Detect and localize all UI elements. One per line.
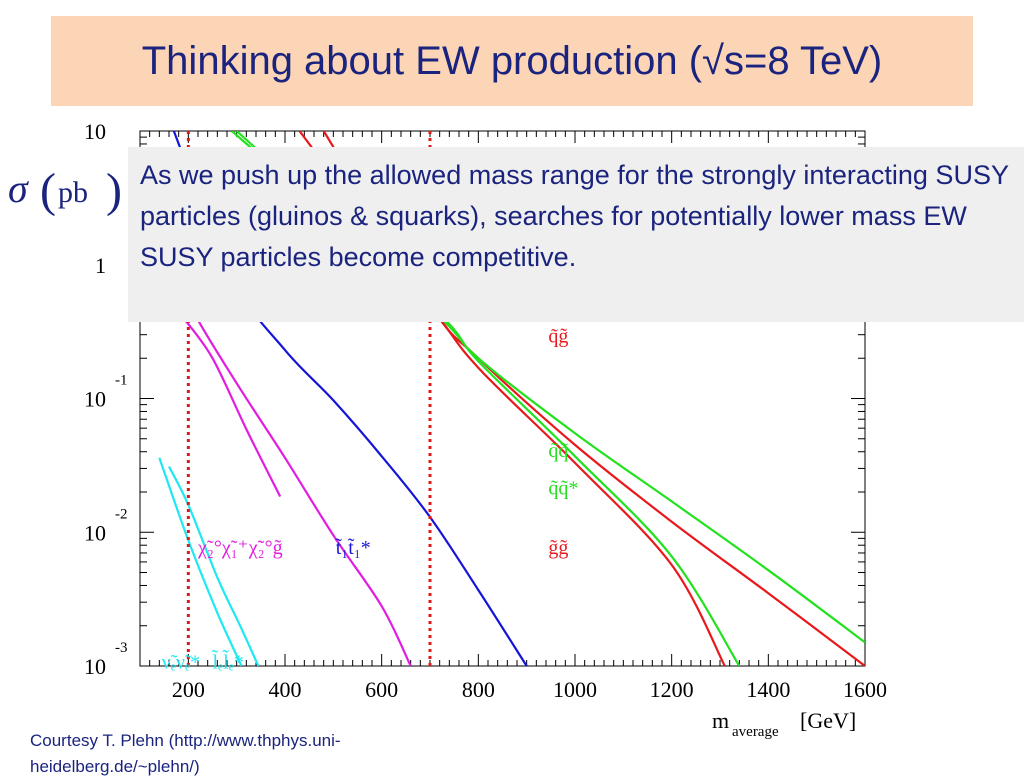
process-label: ν̃ₑν̃ₑ* xyxy=(162,651,200,673)
y-tick-label: 10 xyxy=(84,387,106,412)
x-tick-label: 800 xyxy=(462,677,495,702)
series-line-6 xyxy=(182,317,282,497)
process-label: g̃g̃ xyxy=(548,537,568,559)
series-line-8 xyxy=(158,457,243,666)
x-axis-label-sub: average xyxy=(732,724,779,740)
x-tick-label: 1400 xyxy=(746,677,790,702)
process-label: q̃q̃* xyxy=(548,477,578,499)
callout-text: As we push up the allowed mass range for… xyxy=(140,160,1009,272)
y-axis-unit: pb xyxy=(58,176,88,209)
y-axis-paren-right: ) xyxy=(106,164,122,217)
y-tick-label: 10 xyxy=(84,520,106,545)
y-tick-label: 10 xyxy=(84,654,106,679)
process-label: χ̃₂°χ̃₁⁺ xyxy=(197,537,248,559)
y-tick-exponent: -1 xyxy=(115,373,128,389)
y-tick-label: 10 xyxy=(84,119,106,144)
series-line-9 xyxy=(168,466,260,666)
callout-box: As we push up the allowed mass range for… xyxy=(128,147,1024,322)
y-tick-label: 1 xyxy=(95,253,106,278)
slide-title: Thinking about EW production (√s=8 TeV) xyxy=(141,38,883,83)
y-tick-exponent: -3 xyxy=(115,640,128,656)
x-tick-label: 400 xyxy=(269,677,302,702)
process-label: q̃g̃ xyxy=(548,326,568,348)
y-axis-symbol: σ xyxy=(8,166,29,211)
footer-credit: Courtesy T. Plehn (http://www.thphys.uni… xyxy=(30,731,341,776)
y-axis-paren-left: ( xyxy=(40,164,56,217)
series-line-5 xyxy=(184,281,412,666)
x-tick-label: 1200 xyxy=(650,677,694,702)
x-tick-label: 600 xyxy=(365,677,398,702)
process-label: q̃q̃ xyxy=(548,440,568,462)
process-label: χ̃₂°g̃ xyxy=(248,537,283,559)
x-tick-label: 1600 xyxy=(843,677,887,702)
title-banner: Thinking about EW production (√s=8 TeV) xyxy=(51,16,973,106)
y-tick-exponent: -2 xyxy=(115,506,128,522)
x-axis-label: m xyxy=(712,708,729,733)
x-axis-unit: [GeV] xyxy=(800,708,856,733)
x-tick-label: 1000 xyxy=(553,677,597,702)
x-tick-label: 200 xyxy=(172,677,205,702)
process-label: l̃ₑl̃ₑ* xyxy=(212,649,244,674)
process-label: t̃₁t̃₁* xyxy=(335,537,371,559)
